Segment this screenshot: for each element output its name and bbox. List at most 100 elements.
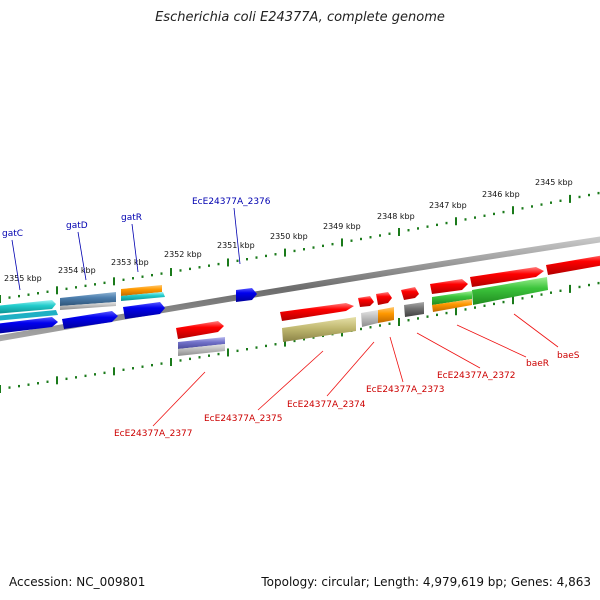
gene-EcE24377A-2374-grey[interactable] — [361, 310, 378, 327]
gene-red-2372-forward[interactable] — [401, 287, 419, 300]
lower-tick — [198, 356, 201, 359]
scale-tick — [597, 191, 600, 195]
reverse-strand-genes — [0, 302, 424, 356]
lower-tick — [274, 343, 277, 346]
gene-green-baeS[interactable] — [472, 277, 548, 305]
lower-tick — [65, 377, 68, 381]
gene-EcE24377A-2377-purple[interactable] — [178, 337, 225, 349]
scale-tick — [369, 236, 372, 239]
scale-tick — [379, 234, 381, 237]
gene-orange-baeR[interactable] — [432, 299, 472, 312]
lower-tick — [303, 338, 305, 341]
scale-tick — [56, 286, 58, 295]
scale-tick — [132, 277, 134, 280]
gene-EcE24377A-2373-orange[interactable] — [378, 307, 394, 323]
scale-tick — [417, 227, 419, 230]
scale-tick — [113, 277, 115, 286]
scale-tick — [540, 203, 543, 206]
lower-tick — [84, 374, 87, 378]
gene-red-baeS-forward[interactable] — [470, 267, 544, 287]
scale-tick — [274, 253, 277, 256]
gene-label-baeS[interactable]: baeS — [557, 351, 580, 361]
scale-label: 2348 kbp — [377, 212, 415, 221]
forward-strand-genes — [0, 254, 600, 321]
gene-EcE24377A-2377-grey[interactable] — [178, 344, 225, 356]
scale-label: 2351 kbp — [217, 241, 255, 250]
gene-gatD-lower-bar[interactable] — [60, 302, 116, 310]
gene-red-2374-forward[interactable] — [358, 296, 374, 307]
scale-tick — [445, 221, 448, 225]
gene-label-gatR[interactable]: gatR — [121, 213, 142, 223]
scale-tick — [559, 199, 562, 202]
lower-tick — [540, 293, 543, 296]
scale-tick — [141, 275, 144, 278]
gene-label-EcE24377A-2372[interactable]: EcE24377A_2372 — [437, 371, 516, 381]
lower-tick — [217, 352, 220, 356]
scale-tick — [578, 195, 581, 199]
gene-red-2373-forward[interactable] — [376, 292, 392, 305]
lower-tick — [8, 386, 11, 389]
scale-tick — [179, 269, 182, 272]
gene-EcE24377A-2377[interactable] — [176, 321, 224, 339]
scale-label: 2352 kbp — [164, 250, 202, 259]
gene-green-baeR[interactable] — [432, 291, 472, 305]
lower-tick — [388, 322, 391, 325]
scale-tick — [464, 218, 467, 221]
lower-tick — [436, 313, 438, 317]
gene-label-gatD[interactable]: gatD — [66, 221, 88, 231]
lower-tick — [265, 344, 267, 348]
gene-EcE24377A-2376[interactable] — [236, 288, 257, 302]
gene-gatR-forward[interactable] — [121, 285, 162, 296]
scale-tick — [94, 283, 96, 286]
scale-tick — [512, 206, 514, 215]
gene-red-2375-forward[interactable] — [280, 303, 354, 321]
lower-tick — [113, 367, 115, 376]
gene-label-EcE24377A-2374[interactable]: EcE24377A_2374 — [287, 400, 366, 410]
scale-tick — [550, 201, 552, 204]
lower-tick — [483, 304, 486, 307]
gene-EcE24377A-2375-olive[interactable] — [282, 317, 356, 342]
scale-tick — [84, 284, 87, 288]
lower-tick — [502, 300, 505, 304]
upper-gene-labels: gatC gatD gatR EcE24377A_2376 — [2, 197, 271, 239]
scale-tick — [246, 258, 248, 261]
gene-gatD-forward[interactable] — [60, 292, 116, 306]
lower-tick — [132, 367, 134, 370]
gene-label-baeR[interactable]: baeR — [526, 359, 549, 369]
lower-tick — [445, 311, 448, 315]
lower-tick — [255, 346, 258, 349]
gene-label-EcE24377A-2375[interactable]: EcE24377A_2375 — [204, 414, 283, 424]
lower-tick — [597, 281, 600, 285]
scale-label: 2347 kbp — [429, 201, 467, 210]
scale-tick — [588, 193, 590, 197]
gene-gatR-reverse[interactable] — [123, 302, 165, 319]
scale-tick — [151, 273, 153, 277]
gene-red-baeR-forward[interactable] — [430, 279, 468, 294]
gene-gatD-reverse[interactable] — [62, 311, 118, 329]
scale-tick — [521, 207, 524, 210]
lower-tick — [360, 327, 362, 331]
gene-label-EcE24377A-2376[interactable]: EcE24377A_2376 — [192, 197, 271, 207]
gene-gatC-reverse-bar[interactable] — [0, 310, 58, 321]
scale-ticks — [0, 191, 600, 303]
lower-tick — [512, 296, 514, 305]
gene-blue-left-reverse[interactable] — [0, 317, 58, 334]
gene-label-EcE24377A-2373[interactable]: EcE24377A_2373 — [366, 385, 445, 395]
genome-summary-label: Topology: circular; Length: 4,979,619 bp… — [261, 575, 591, 589]
scale-tick — [27, 293, 30, 296]
gene-EcE24377A-2372-dark[interactable] — [404, 302, 424, 317]
gene-red-next-forward[interactable] — [546, 254, 600, 275]
gene-label-EcE24377A-2377[interactable]: EcE24377A_2377 — [114, 429, 193, 439]
scale-tick — [65, 287, 68, 291]
lower-tick — [56, 376, 58, 385]
lower-tick — [284, 338, 286, 347]
gene-gatR-lower-bar[interactable] — [121, 292, 165, 301]
gene-gatC-forward[interactable] — [0, 300, 56, 314]
scale-tick — [531, 205, 533, 208]
lower-tick — [407, 319, 410, 322]
scale-tick — [303, 248, 305, 251]
gene-label-gatC[interactable]: gatC — [2, 229, 23, 239]
lower-tick — [464, 308, 467, 311]
scale-tick — [103, 281, 106, 285]
scale-tick — [483, 214, 486, 217]
